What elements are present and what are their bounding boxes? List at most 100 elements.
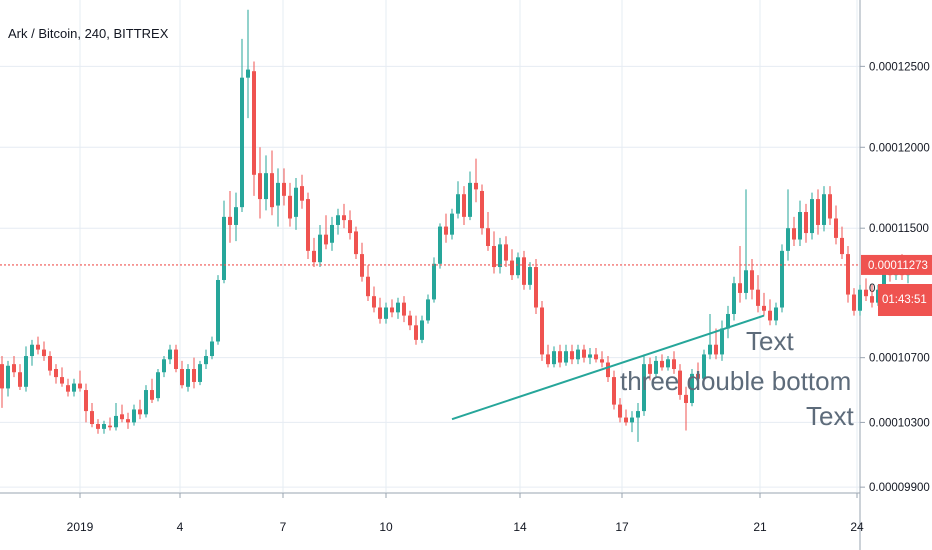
candle-body — [270, 173, 274, 208]
candle-body — [792, 228, 796, 240]
candle-body — [318, 234, 322, 263]
candle-body — [750, 270, 754, 290]
candle-body — [48, 356, 52, 371]
candle-body — [714, 344, 718, 355]
candle-body — [84, 390, 88, 412]
candle-body — [810, 199, 814, 234]
candle-body — [66, 385, 70, 392]
candle-body — [78, 383, 82, 389]
candle-body — [660, 360, 664, 368]
candle-body — [870, 296, 874, 303]
candle-body — [294, 187, 298, 217]
candle-body — [246, 69, 250, 78]
candle-body — [756, 289, 760, 306]
candle-body — [420, 320, 424, 340]
price-tick-label: 0.00011500 — [869, 223, 929, 235]
candle-body — [138, 409, 142, 415]
candle-body — [306, 199, 310, 251]
candle-body — [480, 190, 484, 229]
candle-body — [30, 344, 34, 357]
candle-body — [516, 257, 520, 276]
candle-body — [690, 373, 694, 403]
candle-body — [738, 283, 742, 293]
candle-body — [264, 173, 268, 200]
candle-body — [42, 349, 46, 357]
candle-body — [636, 411, 640, 418]
candle-body — [630, 417, 634, 423]
candle-body — [252, 71, 256, 175]
price-tick-label: 0.00012500 — [869, 61, 930, 73]
price-tick-label: 0.00010300 — [869, 417, 930, 429]
candle-body — [504, 244, 508, 261]
candle-body — [492, 246, 496, 268]
candle-body — [216, 279, 220, 342]
candle-body — [402, 302, 406, 316]
candle-body — [852, 294, 856, 311]
candle-body — [366, 276, 370, 297]
candle-body — [414, 325, 418, 340]
candle-body — [708, 344, 712, 355]
candle-body — [522, 257, 526, 285]
candle-body — [324, 234, 328, 245]
candle-body — [330, 224, 334, 243]
candle-body — [54, 369, 58, 378]
time-tick-label: 17 — [615, 520, 629, 534]
candle-body — [780, 250, 784, 308]
candle-body — [300, 186, 304, 201]
candle-body — [534, 267, 538, 308]
candle-body — [336, 215, 340, 225]
candle-body — [822, 194, 826, 225]
candle-body — [798, 212, 802, 240]
candle-body — [234, 207, 238, 225]
candle-body — [222, 216, 226, 280]
time-tick-label: 10 — [379, 520, 393, 534]
countdown-label: 01:43:51 — [882, 294, 927, 306]
time-tick-label: 14 — [513, 520, 527, 534]
price-tick-label: 0.00012000 — [869, 142, 930, 154]
candle-body — [36, 344, 40, 350]
candle-body — [840, 237, 844, 255]
candle-body — [684, 394, 688, 403]
candle-body — [6, 365, 10, 389]
candle-body — [744, 270, 748, 293]
candle-body — [666, 359, 670, 368]
candle-body — [588, 354, 592, 358]
candle-body — [510, 260, 514, 276]
candle-body — [240, 77, 244, 208]
trend-line — [451, 314, 765, 421]
candle-body — [546, 354, 550, 365]
candle-body — [846, 254, 850, 295]
candle-body — [696, 373, 700, 379]
candle-body — [174, 349, 178, 369]
candle-body — [804, 212, 808, 234]
candle-body — [834, 218, 838, 238]
candle-body — [120, 414, 124, 420]
candle-body — [210, 341, 214, 357]
candle-body — [24, 356, 28, 387]
candle-body — [72, 383, 76, 392]
candle-body — [570, 351, 574, 360]
candle-body — [468, 182, 472, 217]
candle-body — [654, 360, 658, 374]
candle-body — [180, 369, 184, 386]
candle-body — [768, 310, 772, 321]
candle-body — [816, 199, 820, 225]
candle-body — [408, 315, 412, 326]
candle-body — [600, 359, 604, 363]
candle-body — [498, 244, 502, 268]
candle-body — [102, 424, 106, 429]
time-tick-label: 2019 — [67, 520, 94, 534]
symbol-title: Ark / Bitcoin, 240, BITTREX — [8, 26, 169, 41]
last-price-label: 0.00011273 — [868, 260, 928, 272]
candle-body — [564, 351, 568, 363]
candle-body — [144, 390, 148, 415]
candle-body — [372, 296, 376, 308]
candle-body — [618, 404, 622, 418]
candle-body — [642, 364, 646, 412]
candle-body — [384, 307, 388, 319]
candle-body — [672, 359, 676, 369]
candle-body — [552, 351, 556, 365]
candle-body — [132, 409, 136, 423]
chart-annotation-text: Text — [746, 326, 794, 356]
